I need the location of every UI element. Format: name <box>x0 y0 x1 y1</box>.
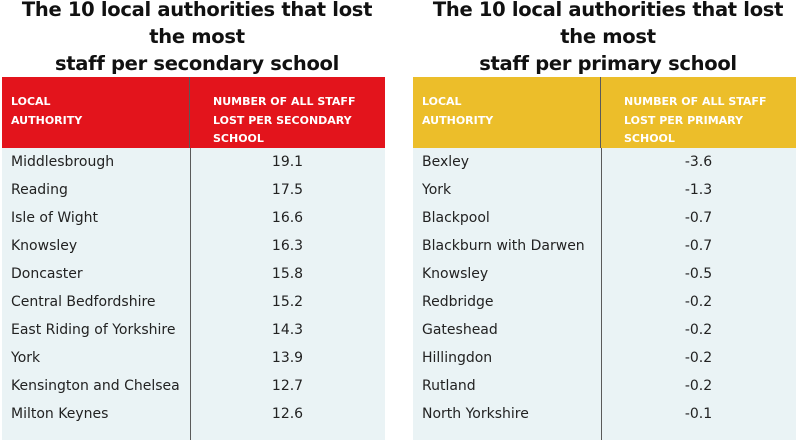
primary-school-panel: The 10 local authorities that lost the m… <box>413 0 800 440</box>
authority-cell: North Yorkshire <box>422 406 529 422</box>
authority-cell: East Riding of Yorkshire <box>11 322 176 338</box>
secondary-table-title: The 10 local authorities that lost the m… <box>2 0 392 75</box>
value-cell: -0.2 <box>684 378 713 394</box>
value-cell: -0.2 <box>684 350 713 366</box>
table-row: North Yorkshire -0.1 <box>413 400 796 428</box>
value-cell: -0.7 <box>684 210 713 226</box>
authority-cell: Rutland <box>422 378 476 394</box>
authority-cell: Milton Keynes <box>11 406 109 422</box>
value-cell: 12.6 <box>271 406 304 422</box>
table-row: Rutland -0.2 <box>413 372 796 400</box>
secondary-school-panel: The 10 local authorities that lost the m… <box>2 0 392 440</box>
title-line: staff per primary school <box>479 51 737 75</box>
table-row: Blackburn with Darwen -0.7 <box>413 232 796 260</box>
table-row: Gateshead -0.2 <box>413 316 796 344</box>
header-line: LOST PER SECONDARY <box>213 113 352 127</box>
title-line: staff per secondary school <box>54 51 340 75</box>
value-cell: -0.1 <box>684 406 713 422</box>
header-local-authority: LOCAL AUTHORITY <box>2 77 190 148</box>
value-cell: -0.5 <box>684 266 713 282</box>
authority-cell: Bexley <box>422 154 470 170</box>
authority-cell: Doncaster <box>11 266 83 282</box>
authority-cell: York <box>11 350 41 366</box>
authority-cell: Reading <box>11 182 68 198</box>
header-line: SCHOOL <box>624 132 675 145</box>
value-cell: -0.2 <box>684 322 713 338</box>
table-header: LOCAL AUTHORITY NUMBER OF ALL STAFF LOST… <box>2 77 385 148</box>
table-row: Knowsley 16.3 <box>2 232 385 260</box>
column-divider <box>190 148 191 440</box>
authority-cell: Gateshead <box>422 322 498 338</box>
table-row: Bexley -3.6 <box>413 148 796 176</box>
value-cell: 15.8 <box>271 266 304 282</box>
value-cell: 16.3 <box>271 238 304 254</box>
table-row: Middlesbrough 19.1 <box>2 148 385 176</box>
table-row: Knowsley -0.5 <box>413 260 796 288</box>
table-row: Kensington and Chelsea 12.7 <box>2 372 385 400</box>
header-local-authority: LOCAL AUTHORITY <box>413 77 601 148</box>
value-cell: 15.2 <box>271 294 304 310</box>
table-body: Middlesbrough 19.1 Reading 17.5 Isle of Wigh… <box>2 148 385 440</box>
header-staff-lost: NUMBER OF ALL STAFF LOST PER PRIMARY SCH… <box>601 77 796 148</box>
authority-cell: Middlesbrough <box>11 154 115 170</box>
value-cell: 14.3 <box>271 322 304 338</box>
secondary-table: LOCAL AUTHORITY NUMBER OF ALL STAFF LOST… <box>2 77 385 440</box>
authority-cell: Redbridge <box>422 294 494 310</box>
value-cell: -0.2 <box>684 294 713 310</box>
header-line: NUMBER OF ALL STAFF <box>213 95 356 108</box>
authority-cell: Blackpool <box>422 210 490 226</box>
table-row: Doncaster 15.8 <box>2 260 385 288</box>
value-cell: -3.6 <box>684 154 713 170</box>
table-row: York -1.3 <box>413 176 796 204</box>
table-header: LOCAL AUTHORITY NUMBER OF ALL STAFF LOST… <box>413 77 796 148</box>
header-line: LOST PER PRIMARY <box>624 113 744 127</box>
value-cell: -0.7 <box>684 238 713 254</box>
authority-cell: Kensington and Chelsea <box>11 378 180 394</box>
value-cell: 17.5 <box>271 182 304 198</box>
authority-cell: Central Bedfordshire <box>11 294 156 310</box>
table-row: Hillingdon -0.2 <box>413 344 796 372</box>
table-row: Blackpool -0.7 <box>413 204 796 232</box>
authority-cell: Knowsley <box>11 238 78 254</box>
primary-table: LOCAL AUTHORITY NUMBER OF ALL STAFF LOST… <box>413 77 796 440</box>
table-row: Isle of Wight 16.6 <box>2 204 385 232</box>
value-cell: 19.1 <box>271 154 304 170</box>
header-line: LOCAL <box>422 95 462 108</box>
value-cell: 16.6 <box>271 210 304 226</box>
table-row: East Riding of Yorkshire 14.3 <box>2 316 385 344</box>
title-line: The 10 local authorities that lost the m… <box>432 0 784 48</box>
table-row: Milton Keynes 12.6 <box>2 400 385 428</box>
value-cell: 12.7 <box>271 378 304 394</box>
header-line: AUTHORITY <box>11 113 83 127</box>
column-divider <box>601 148 602 440</box>
authority-cell: Blackburn with Darwen <box>422 238 585 254</box>
header-line: SCHOOL <box>213 132 264 145</box>
primary-table-title: The 10 local authorities that lost the m… <box>413 0 800 75</box>
authority-cell: Knowsley <box>422 266 489 282</box>
table-body: Bexley -3.6 York -1.3 Blackpool -0.7 Blackburn… <box>413 148 796 440</box>
table-row: Central Bedfordshire 15.2 <box>2 288 385 316</box>
header-line: LOCAL <box>11 95 51 108</box>
authority-cell: York <box>422 182 452 198</box>
header-line: AUTHORITY <box>422 113 494 127</box>
header-staff-lost: NUMBER OF ALL STAFF LOST PER SECONDARY S… <box>190 77 385 148</box>
authority-cell: Isle of Wight <box>11 210 98 226</box>
value-cell: 13.9 <box>271 350 304 366</box>
title-line: The 10 local authorities that lost the m… <box>21 0 373 48</box>
table-row: Reading 17.5 <box>2 176 385 204</box>
value-cell: -1.3 <box>684 182 713 198</box>
table-row: York 13.9 <box>2 344 385 372</box>
authority-cell: Hillingdon <box>422 350 493 366</box>
table-row: Redbridge -0.2 <box>413 288 796 316</box>
header-line: NUMBER OF ALL STAFF <box>624 95 767 108</box>
